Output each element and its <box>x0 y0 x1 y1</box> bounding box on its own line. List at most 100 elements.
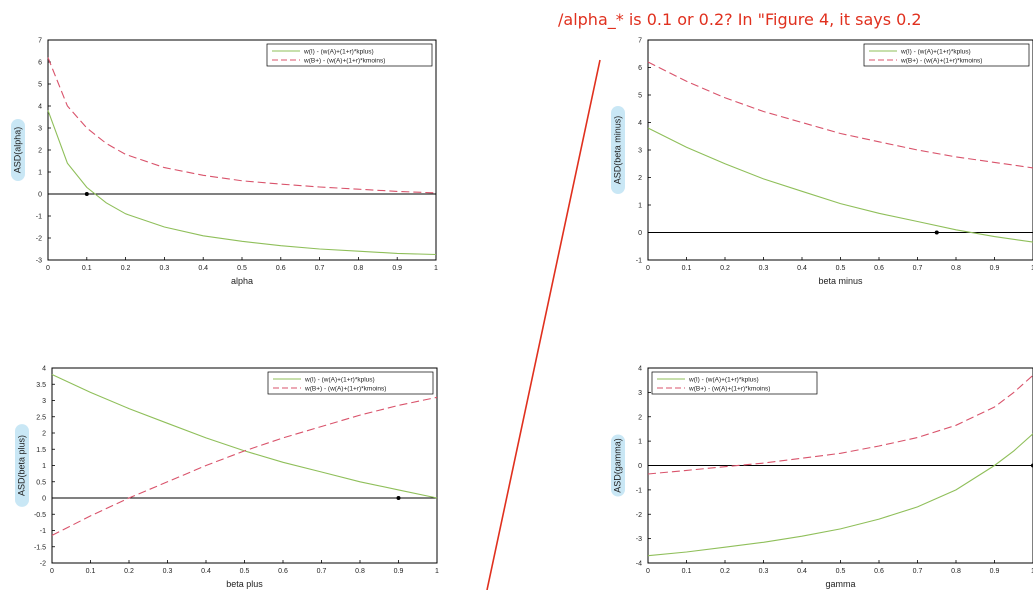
legend-box <box>651 371 818 395</box>
y-tick-label: -2 <box>636 512 642 519</box>
x-tick-label: 0.9 <box>394 568 404 575</box>
y-tick-label: -4 <box>636 561 642 568</box>
x-tick-label: 1 <box>1031 568 1033 575</box>
ylabel-highlight <box>611 434 625 497</box>
y-tick-label: 0.5 <box>36 479 46 486</box>
x-tick-label: 0.9 <box>392 265 402 272</box>
x-axis-label: beta minus <box>818 276 863 286</box>
y-tick-label: 0 <box>42 496 46 503</box>
y-tick-label: -1 <box>36 214 42 221</box>
marker-point <box>934 230 939 235</box>
y-tick-label: 0 <box>38 192 42 199</box>
x-tick-label: 0.8 <box>355 568 365 575</box>
x-tick-label: 0.7 <box>913 265 923 272</box>
x-tick-label: 0 <box>50 568 54 575</box>
series-line-1 <box>647 127 1033 243</box>
y-tick-label: 6 <box>38 60 42 67</box>
y-tick-label: -2 <box>40 561 46 568</box>
y-tick-label: 2 <box>638 414 642 421</box>
x-tick-label: 0.7 <box>315 265 325 272</box>
x-axis-label: gamma <box>825 579 855 589</box>
legend-label: w(I) - (w(A)+(1+r)*kplus) <box>900 48 971 55</box>
y-tick-label: -3 <box>36 258 42 265</box>
chart-1: 0 0.1 0.2 0.3 0.4 0.5 0.6 0.7 0.8 0.9 1 -3 -2 -1 0 1 2 3 4… <box>11 38 438 286</box>
y-axis-label: ASD(alpha) <box>12 127 22 174</box>
y-tick-label: -0.5 <box>34 512 46 519</box>
x-tick-label: 0.5 <box>240 568 250 575</box>
x-tick-label: 0.3 <box>160 265 170 272</box>
y-tick-label: 1.5 <box>36 447 46 454</box>
x-tick-label: 0.3 <box>759 568 769 575</box>
series-line-2 <box>51 396 438 536</box>
y-tick-label: 3 <box>42 398 46 405</box>
ylabel-highlight <box>611 106 625 194</box>
legend-box <box>267 371 434 395</box>
y-tick-label: 1 <box>38 170 42 177</box>
x-tick-label: 0.8 <box>951 568 961 575</box>
x-tick-label: 0.1 <box>82 265 92 272</box>
legend-label: w(I) - (w(A)+(1+r)*kplus) <box>303 48 374 55</box>
y-tick-label: 7 <box>638 38 642 45</box>
x-tick-label: 0.4 <box>797 568 807 575</box>
y-tick-label: 3 <box>38 126 42 133</box>
x-tick-label: 0.5 <box>836 265 846 272</box>
x-tick-label: 0.2 <box>124 568 134 575</box>
x-axis-label: alpha <box>231 276 253 286</box>
series-line-2 <box>47 57 437 194</box>
y-tick-label: 2 <box>42 431 46 438</box>
y-tick-label: -1.5 <box>34 544 46 551</box>
plot-frame <box>647 39 1033 261</box>
legend: w(I) - (w(A)+(1+r)*kplus) w(B+) - (w(A)+(… <box>863 43 1030 67</box>
x-tick-label: 0.6 <box>278 568 288 575</box>
x-tick-label: 0 <box>46 265 50 272</box>
x-tick-label: 0.8 <box>354 265 364 272</box>
y-tick-label: 1 <box>638 439 642 446</box>
legend-box <box>863 43 1030 67</box>
ylabel-highlight <box>15 424 29 507</box>
y-tick-label: 1 <box>42 463 46 470</box>
y-tick-label: 0 <box>638 230 642 237</box>
legend-label: w(I) - (w(A)+(1+r)*kplus) <box>688 376 759 383</box>
x-tick-label: 0 <box>646 568 650 575</box>
x-tick-label: 0.8 <box>951 265 961 272</box>
x-tick-label: 1 <box>434 265 438 272</box>
x-tick-label: 0.3 <box>163 568 173 575</box>
x-tick-label: 0.1 <box>86 568 96 575</box>
chart-2: 0 0.1 0.2 0.3 0.4 0.5 0.6 0.7 0.8 0.9 1 -1 0 1 2 3 4 5 6 7 b… <box>611 38 1033 286</box>
y-tick-label: 1 <box>638 203 642 210</box>
x-tick-label: 0.4 <box>797 265 807 272</box>
x-tick-label: 0.1 <box>682 265 692 272</box>
y-tick-label: 4 <box>38 104 42 111</box>
y-tick-label: -3 <box>636 536 642 543</box>
legend-label: w(I) - (w(A)+(1+r)*kplus) <box>304 376 375 383</box>
y-tick-label: 2 <box>638 175 642 182</box>
legend-label: w(B+) - (w(A)+(1+r)*kmoins) <box>900 57 982 64</box>
x-tick-label: 0.1 <box>682 568 692 575</box>
x-tick-label: 0.2 <box>121 265 131 272</box>
legend-label: w(B+) - (w(A)+(1+r)*kmoins) <box>688 385 770 392</box>
chart-4: 0 0.1 0.2 0.3 0.4 0.5 0.6 0.7 0.8 0.9 1 -4 -3 -2 -1 0 1 2… <box>611 366 1033 589</box>
legend: w(I) - (w(A)+(1+r)*kplus) w(B+) - (w(A)+(… <box>651 371 818 395</box>
y-tick-label: 6 <box>638 65 642 72</box>
y-tick-label: -1 <box>636 258 642 265</box>
x-tick-label: 0.6 <box>874 265 884 272</box>
x-tick-label: 0.7 <box>317 568 327 575</box>
y-tick-label: 3.5 <box>36 382 46 389</box>
annotation-note: /alpha_* is 0.1 or 0.2? In "Figure 4, it… <box>558 10 922 29</box>
y-axis-label: ASD(beta minus) <box>612 116 622 185</box>
y-axis-label: ASD(beta plus) <box>16 435 26 496</box>
y-tick-label: 3 <box>638 148 642 155</box>
y-tick-label: 4 <box>638 366 642 373</box>
x-tick-label: 0.3 <box>759 265 769 272</box>
x-tick-label: 0.2 <box>720 265 730 272</box>
ylabel-highlight <box>11 119 25 181</box>
legend-label: w(B+) - (w(A)+(1+r)*kmoins) <box>303 57 385 64</box>
marker-point <box>396 496 401 500</box>
x-tick-label: 0.5 <box>237 265 247 272</box>
y-tick-label: 4 <box>42 366 46 373</box>
y-tick-label: 3 <box>638 390 642 397</box>
series-line-1 <box>47 110 437 256</box>
x-tick-label: 1 <box>1031 265 1033 272</box>
chart-3: 0 0.1 0.2 0.3 0.4 0.5 0.6 0.7 0.8 0.9 1 -2 -1.5 -1 -0.… <box>15 366 439 589</box>
y-axis-label: ASD(gamma) <box>612 438 622 493</box>
